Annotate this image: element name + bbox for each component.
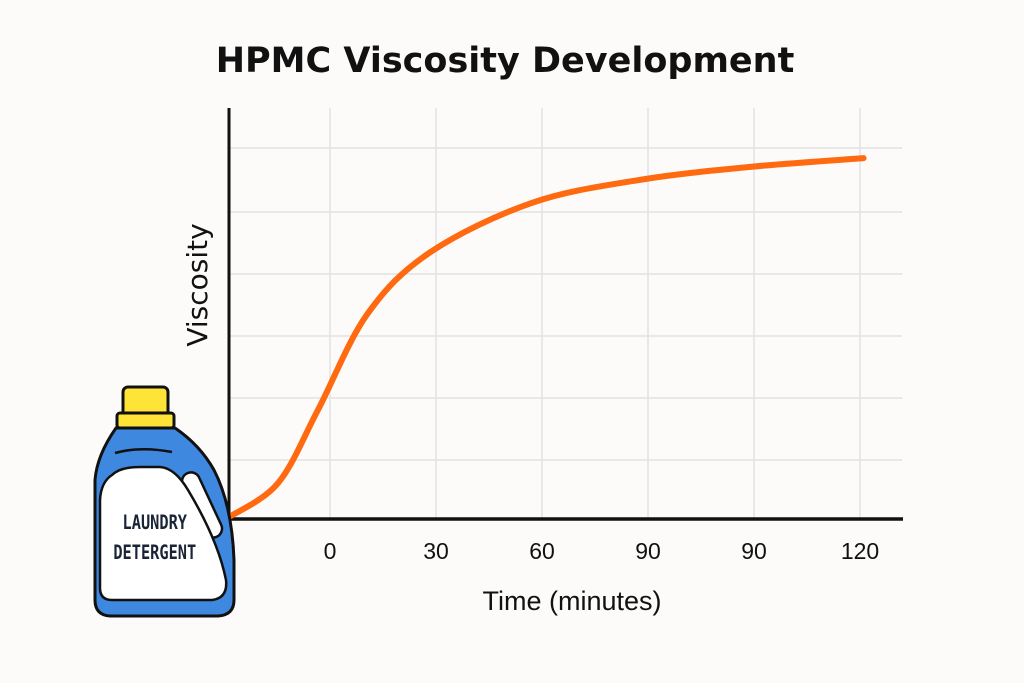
x-tick-labels: 0 30 60 90 90 120 bbox=[324, 538, 880, 564]
laundry-detergent-bottle: LAUNDRY DETERGENT bbox=[93, 385, 236, 618]
grid bbox=[230, 108, 902, 518]
x-tick-label: 60 bbox=[529, 538, 555, 564]
x-axis-label: Time (minutes) bbox=[482, 586, 661, 616]
x-tick-label: 120 bbox=[841, 538, 879, 564]
y-axis-label: Viscosity bbox=[181, 223, 214, 346]
bottle-label-line2: DETERGENT bbox=[113, 542, 196, 564]
x-tick-label: 90 bbox=[635, 538, 661, 564]
bottle-label-area bbox=[98, 465, 228, 602]
x-tick-label: 90 bbox=[741, 538, 767, 564]
x-tick-label: 30 bbox=[423, 538, 449, 564]
bottle-label-line1: LAUNDRY bbox=[123, 512, 188, 534]
chart-title: HPMC Viscosity Development bbox=[216, 41, 795, 81]
series-line bbox=[225, 155, 867, 521]
bottle-shine bbox=[114, 448, 173, 455]
bottle-cap-ring bbox=[115, 411, 176, 430]
x-tick-label: 0 bbox=[324, 538, 337, 564]
